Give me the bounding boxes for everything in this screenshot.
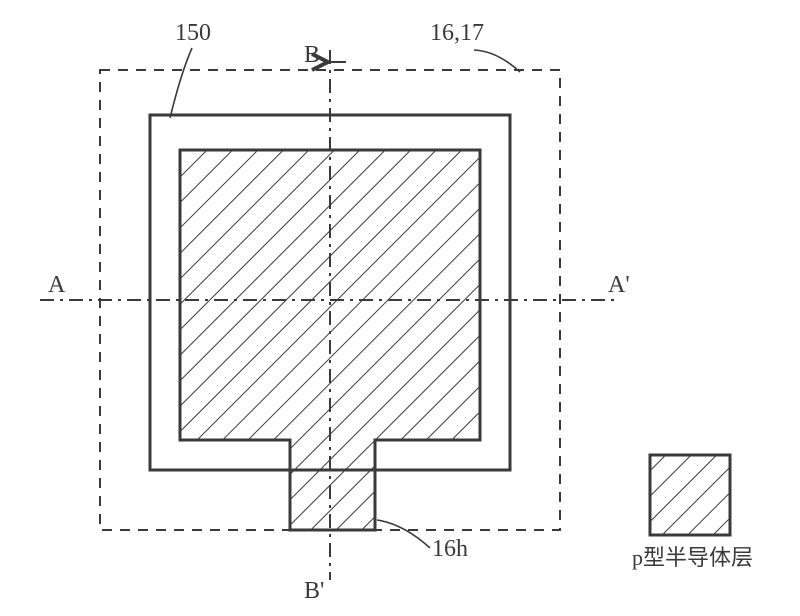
legend-swatch (650, 455, 730, 535)
ref-150-label: 150 (175, 20, 211, 46)
ref-16-17-label: 16,17 (430, 20, 484, 46)
label-b-prime: B' (304, 578, 324, 604)
label-a: A (48, 272, 66, 298)
ref-16h-label: 16h (432, 536, 468, 562)
leader-150 (170, 48, 192, 118)
leader-16-17 (474, 50, 520, 72)
legend-label: p型半导体层 (632, 545, 753, 570)
leader-16h (377, 520, 430, 548)
diagram-canvas: 150 16,17 16h A A' B B' p型半导体层 (0, 0, 800, 616)
label-a-prime: A' (608, 272, 630, 298)
label-b: B (304, 42, 320, 68)
